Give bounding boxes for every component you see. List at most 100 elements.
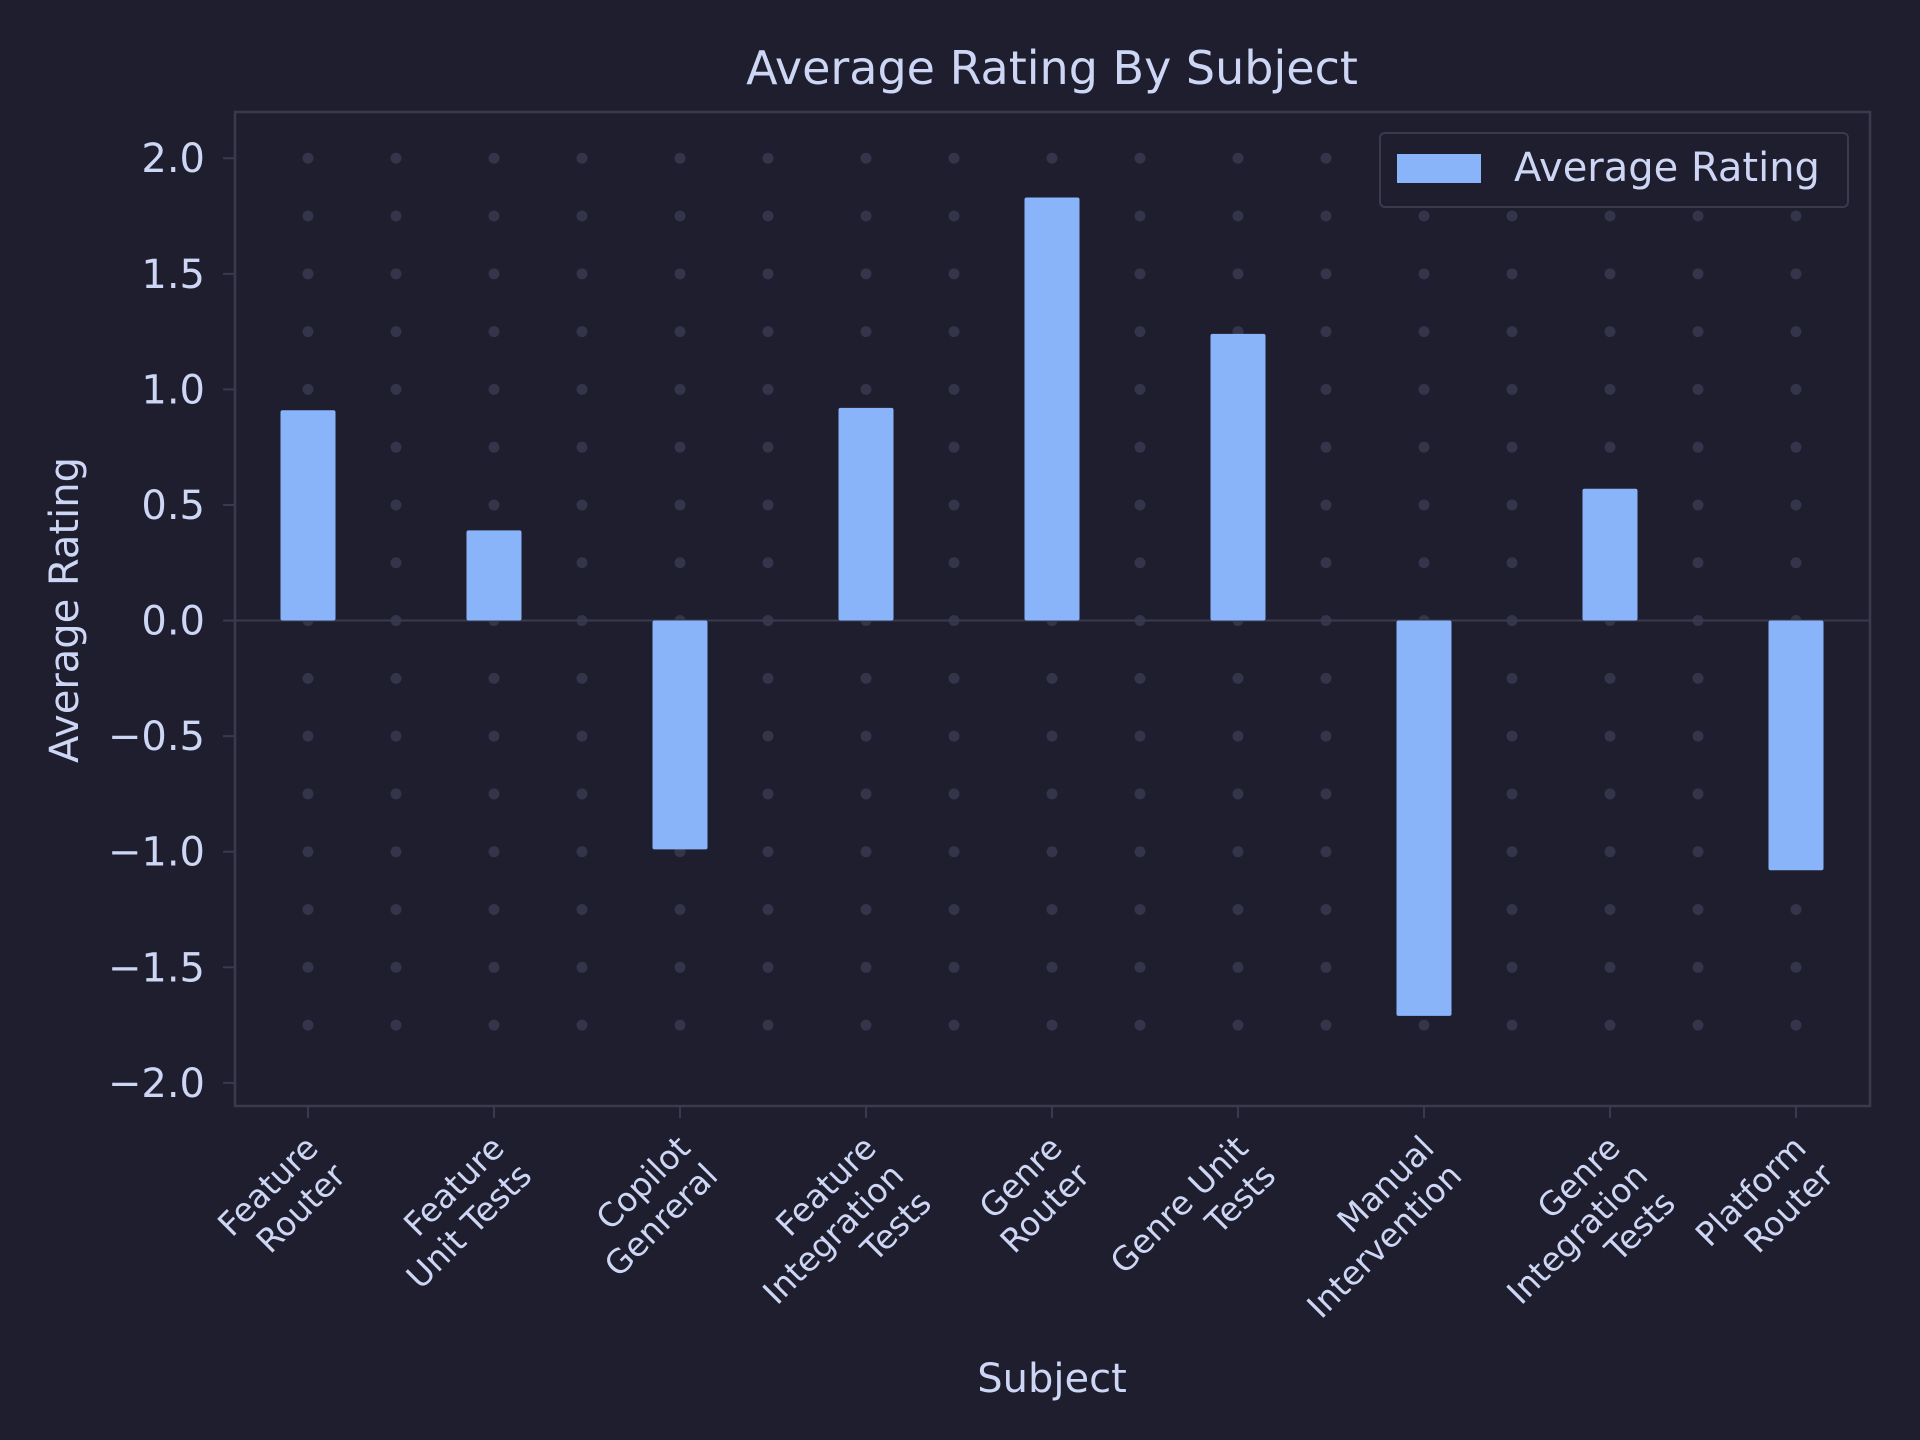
grid-dot	[1506, 499, 1518, 511]
grid-dot	[302, 210, 314, 222]
grid-dot	[674, 904, 686, 916]
grid-dot	[576, 152, 588, 164]
grid-dot	[762, 326, 774, 338]
grid-dot	[1320, 383, 1332, 395]
grid-dot	[1692, 788, 1704, 800]
grid-dot	[488, 441, 500, 453]
grid-dot	[762, 557, 774, 569]
grid-dot	[1134, 846, 1146, 858]
grid-dot	[1604, 326, 1616, 338]
grid-dot	[674, 152, 686, 164]
grid-dot	[302, 326, 314, 338]
grid-dot	[390, 152, 402, 164]
y-tick-label: −1.0	[108, 830, 205, 876]
grid-dot	[1604, 268, 1616, 280]
grid-dot	[1418, 1019, 1430, 1031]
grid-dot	[1506, 383, 1518, 395]
grid-dot	[576, 846, 588, 858]
grid-dot	[1604, 730, 1616, 742]
grid-dot	[1320, 730, 1332, 742]
grid-dot	[1320, 441, 1332, 453]
grid-dot	[302, 961, 314, 973]
grid-dot	[1046, 904, 1058, 916]
grid-dot	[1046, 672, 1058, 684]
legend-label: Average Rating	[1514, 145, 1820, 191]
grid-dot	[1232, 904, 1244, 916]
grid-dot	[1134, 383, 1146, 395]
grid-dot	[1134, 268, 1146, 280]
grid-dot	[860, 210, 872, 222]
grid-dot	[390, 268, 402, 280]
grid-dot	[948, 441, 960, 453]
grid-dot	[1506, 268, 1518, 280]
grid-dot	[860, 383, 872, 395]
grid-dot	[576, 326, 588, 338]
bars	[280, 197, 1824, 1016]
grid-dot	[1790, 1019, 1802, 1031]
grid-dot	[1692, 210, 1704, 222]
grid-dot	[488, 788, 500, 800]
grid-dot	[390, 383, 402, 395]
grid-dot	[860, 1019, 872, 1031]
grid-dot	[1046, 152, 1058, 164]
grid-dot	[1134, 441, 1146, 453]
grid-dot	[1506, 961, 1518, 973]
grid-dot	[1320, 846, 1332, 858]
grid-dot	[488, 210, 500, 222]
grid-dot	[1692, 730, 1704, 742]
grid-dot	[1790, 441, 1802, 453]
grid-dot	[1320, 961, 1332, 973]
grid-dot	[948, 788, 960, 800]
chart-title: Average Rating By Subject	[746, 41, 1358, 95]
grid-dot	[1418, 499, 1430, 511]
grid-dot	[576, 210, 588, 222]
grid-dot	[1134, 1019, 1146, 1031]
grid-dot	[1320, 152, 1332, 164]
grid-dot	[1506, 730, 1518, 742]
grid-dot	[576, 383, 588, 395]
grid-dot	[1692, 846, 1704, 858]
grid-dot	[1506, 1019, 1518, 1031]
grid-dot	[1134, 152, 1146, 164]
grid-dot	[674, 383, 686, 395]
grid-dot	[860, 326, 872, 338]
grid-dot	[488, 383, 500, 395]
grid-dot	[1134, 961, 1146, 973]
grid-dot	[948, 210, 960, 222]
grid-dot	[1604, 383, 1616, 395]
grid-dot	[1418, 268, 1430, 280]
bar	[1024, 197, 1080, 621]
grid-dot	[1692, 441, 1704, 453]
grid-dot	[1418, 441, 1430, 453]
grid-dot	[1692, 961, 1704, 973]
grid-dot	[1790, 383, 1802, 395]
grid-dot	[1320, 904, 1332, 916]
grid-dot	[1692, 326, 1704, 338]
grid-dot	[1506, 788, 1518, 800]
grid-dot	[1046, 788, 1058, 800]
grid-dot	[1134, 210, 1146, 222]
grid-dot	[1232, 210, 1244, 222]
grid-dot	[1604, 441, 1616, 453]
grid-dot	[1134, 499, 1146, 511]
grid-dot	[762, 268, 774, 280]
grid-dot	[1506, 210, 1518, 222]
grid-dot	[1320, 326, 1332, 338]
grid-dot	[488, 268, 500, 280]
y-tick-label: −2.0	[108, 1061, 205, 1107]
grid-dot	[302, 383, 314, 395]
grid-dot	[576, 1019, 588, 1031]
grid-dot	[1320, 557, 1332, 569]
grid-dot	[762, 730, 774, 742]
grid-dot	[1692, 499, 1704, 511]
grid-dot	[390, 846, 402, 858]
grid-dot	[674, 441, 686, 453]
grid-dot	[674, 961, 686, 973]
grid-dot	[674, 326, 686, 338]
grid-dot	[1232, 152, 1244, 164]
grid-dot	[1134, 788, 1146, 800]
grid-dot	[1790, 326, 1802, 338]
y-axis: −2.0 −1.5 −1.0 −0.5 0.0 0.5 1.0 1.5 2.0	[108, 136, 235, 1107]
